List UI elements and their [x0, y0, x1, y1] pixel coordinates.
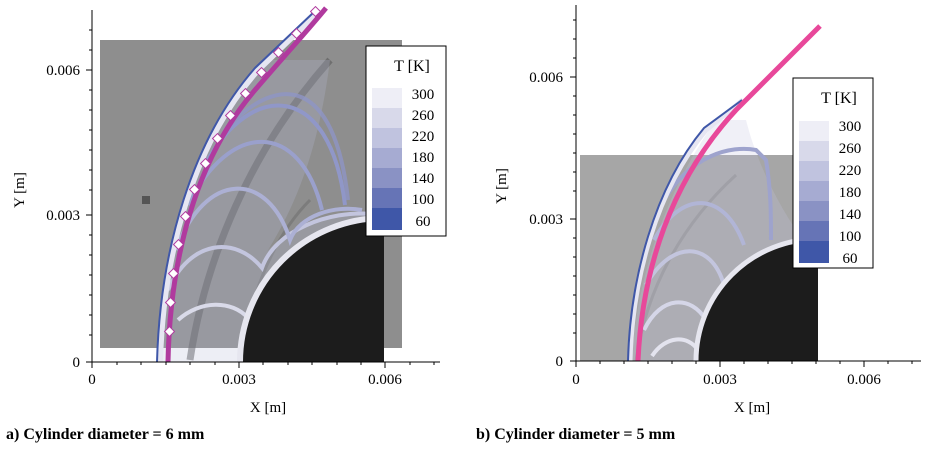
y-tick-1-b: 0.003 [529, 212, 563, 228]
legend-b: T [K] 300 260 220 180 140 100 60 [792, 77, 874, 269]
panel-b: 0 0.003 0.006 0 0.003 0.006 X [m] Y [m] … [466, 0, 933, 452]
shock-line-a [165, 6, 328, 363]
y-tick-0-a: 0 [73, 355, 81, 371]
axes-b [570, 5, 921, 367]
legend-colorbar-b [799, 121, 829, 263]
legend-level-b-3: 180 [839, 185, 862, 201]
caption-b: b) Cylinder diameter = 5 mm [476, 426, 676, 443]
legend-level-b-4: 140 [839, 207, 862, 223]
temperature-contours-a [166, 92, 373, 322]
legend-title-b: T [K] [821, 90, 857, 107]
legend-title-a: T [K] [394, 58, 430, 75]
legend-level-a-5: 100 [412, 192, 435, 208]
legend-level-b-0: 300 [839, 119, 862, 135]
legend-a: T [K] 300 260 220 180 140 100 60 [365, 45, 447, 237]
legend-level-a-3: 180 [412, 150, 435, 166]
plot-a: 0 0.003 0.006 0 0.003 0.006 X [m] Y [m] … [12, 5, 447, 416]
y-tick-2-b: 0.006 [529, 70, 563, 86]
x-tick-1-b: 0.003 [703, 372, 737, 388]
plot-b: 0 0.003 0.006 0 0.003 0.006 X [m] Y [m] … [494, 5, 921, 416]
cylinder-a [242, 220, 384, 362]
legend-colorbar-a [372, 88, 402, 230]
x-tick-2-b: 0.006 [847, 372, 881, 388]
x-axis-label-a: X [m] [250, 400, 286, 416]
x-tick-2-a: 0.006 [368, 372, 402, 388]
x-axis-label-b: X [m] [734, 400, 770, 416]
legend-level-b-2: 220 [839, 163, 862, 179]
x-tick-1-a: 0.003 [222, 372, 256, 388]
y-axis-label-a: Y [m] [12, 172, 28, 208]
shock-line-b [635, 24, 822, 362]
x-tick-0-b: 0 [572, 372, 580, 388]
legend-level-b-5: 100 [839, 229, 862, 245]
caption-a: a) Cylinder diameter = 6 mm [6, 426, 205, 443]
x-tick-0-a: 0 [88, 372, 96, 388]
legend-level-b-1: 260 [839, 141, 862, 157]
y-tick-2-a: 0.006 [46, 63, 80, 79]
y-axis-label-b: Y [m] [494, 168, 510, 204]
legend-level-a-6: 60 [416, 214, 431, 230]
panel-a: 0 0.003 0.006 0 0.003 0.006 X [m] Y [m] … [0, 0, 466, 452]
cylinder-b [698, 241, 818, 361]
legend-level-a-1: 260 [412, 108, 435, 124]
legend-level-a-4: 140 [412, 171, 435, 187]
legend-level-b-6: 60 [843, 251, 858, 267]
axes-a [86, 10, 440, 368]
shock-markers-a [163, 5, 322, 338]
legend-level-a-0: 300 [412, 87, 435, 103]
y-tick-0-b: 0 [556, 354, 564, 370]
legend-level-a-2: 220 [412, 129, 435, 145]
y-tick-1-a: 0.003 [46, 208, 80, 224]
